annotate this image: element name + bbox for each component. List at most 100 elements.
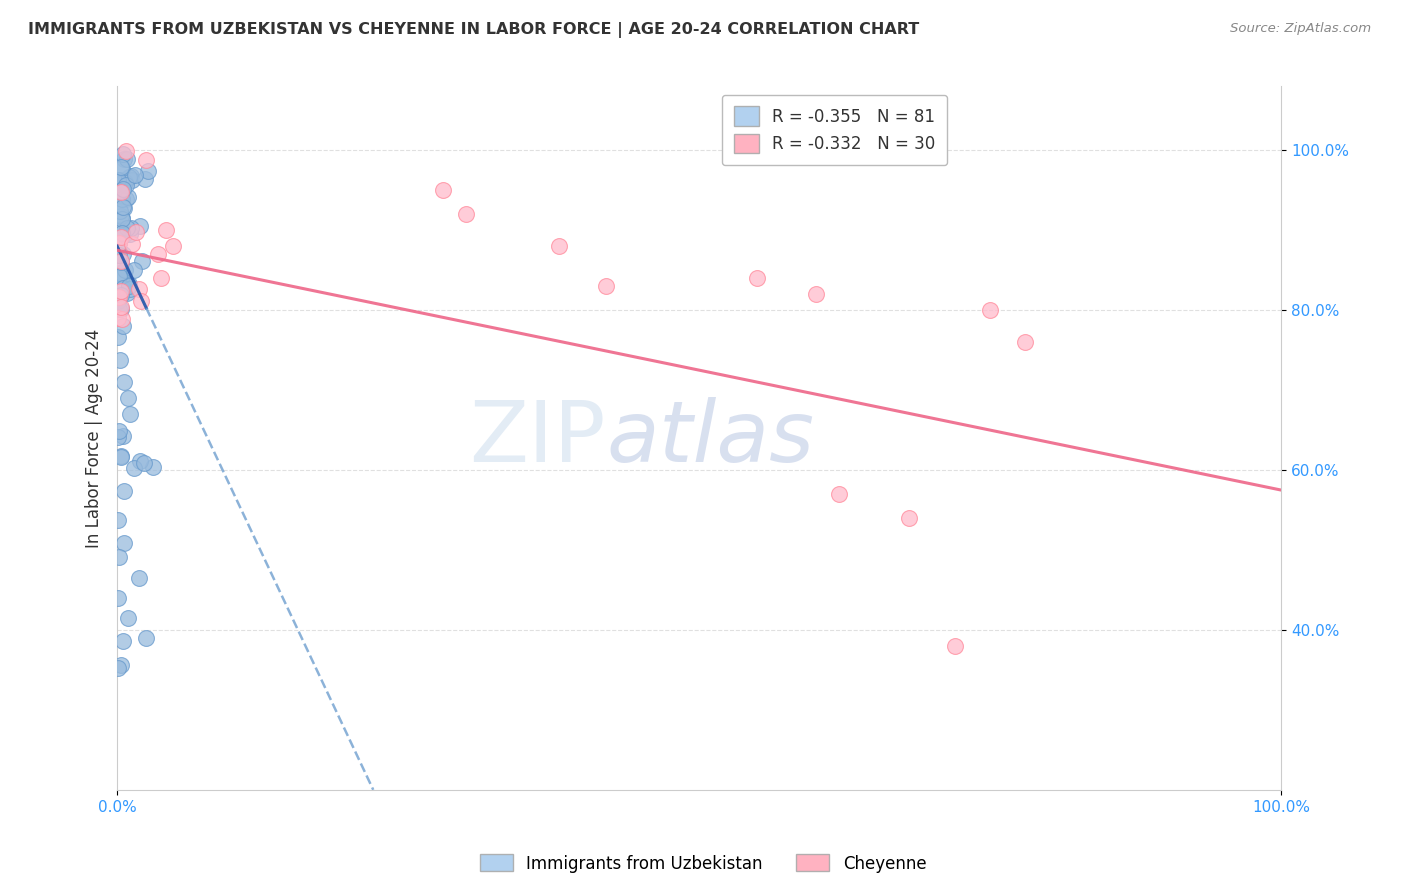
Point bbox=[111, 429, 134, 443]
Point bbox=[121, 172, 143, 186]
Point bbox=[129, 294, 152, 309]
Point bbox=[128, 219, 150, 233]
Point bbox=[114, 262, 136, 277]
Point bbox=[112, 147, 135, 161]
Point bbox=[107, 430, 129, 444]
Point bbox=[111, 226, 134, 240]
Point bbox=[110, 160, 132, 174]
Point bbox=[107, 512, 129, 526]
Point bbox=[135, 153, 157, 167]
Point bbox=[115, 152, 138, 166]
Point bbox=[110, 450, 132, 465]
Point bbox=[804, 287, 827, 301]
Point bbox=[112, 281, 135, 295]
Point bbox=[112, 201, 135, 215]
Point bbox=[108, 204, 131, 219]
Point bbox=[122, 461, 145, 475]
Point bbox=[112, 375, 135, 389]
Point bbox=[110, 300, 132, 314]
Legend: R = -0.355   N = 81, R = -0.332   N = 30: R = -0.355 N = 81, R = -0.332 N = 30 bbox=[721, 95, 946, 165]
Point bbox=[107, 660, 129, 674]
Point bbox=[111, 175, 134, 189]
Point bbox=[110, 284, 132, 298]
Point bbox=[108, 549, 131, 564]
Point bbox=[110, 266, 132, 280]
Point bbox=[150, 271, 173, 285]
Text: IMMIGRANTS FROM UZBEKISTAN VS CHEYENNE IN LABOR FORCE | AGE 20-24 CORRELATION CH: IMMIGRANTS FROM UZBEKISTAN VS CHEYENNE I… bbox=[28, 22, 920, 38]
Point bbox=[110, 229, 132, 244]
Point bbox=[108, 301, 131, 316]
Point bbox=[979, 303, 1001, 318]
Point bbox=[110, 176, 132, 190]
Point bbox=[108, 424, 131, 438]
Point bbox=[128, 571, 150, 585]
Point bbox=[120, 220, 142, 235]
Point bbox=[112, 535, 135, 549]
Point bbox=[107, 172, 129, 186]
Point bbox=[108, 281, 131, 295]
Point bbox=[108, 184, 131, 198]
Point bbox=[112, 633, 135, 648]
Point bbox=[111, 193, 134, 207]
Point bbox=[107, 268, 129, 283]
Point bbox=[112, 152, 135, 166]
Text: atlas: atlas bbox=[606, 397, 814, 480]
Point bbox=[112, 200, 135, 214]
Point bbox=[124, 168, 146, 182]
Point bbox=[110, 449, 132, 463]
Point bbox=[108, 235, 131, 250]
Point bbox=[117, 611, 139, 625]
Point bbox=[112, 227, 135, 242]
Point bbox=[112, 483, 135, 498]
Point bbox=[107, 310, 129, 325]
Text: ZIP: ZIP bbox=[470, 397, 606, 480]
Point bbox=[110, 301, 132, 316]
Point bbox=[107, 235, 129, 250]
Point bbox=[155, 223, 177, 237]
Point bbox=[111, 268, 134, 282]
Point bbox=[107, 294, 129, 309]
Point bbox=[120, 227, 142, 241]
Point bbox=[110, 186, 132, 200]
Point bbox=[118, 279, 141, 293]
Point bbox=[118, 407, 141, 421]
Legend: Immigrants from Uzbekistan, Cheyenne: Immigrants from Uzbekistan, Cheyenne bbox=[472, 847, 934, 880]
Point bbox=[111, 319, 134, 334]
Point bbox=[111, 212, 134, 227]
Point bbox=[118, 282, 141, 296]
Point bbox=[118, 170, 141, 185]
Point bbox=[118, 277, 141, 292]
Point bbox=[117, 391, 139, 405]
Point bbox=[146, 247, 169, 261]
Point bbox=[135, 631, 157, 645]
Point bbox=[108, 290, 131, 304]
Point bbox=[120, 169, 142, 183]
Point bbox=[1014, 335, 1036, 350]
Point bbox=[115, 221, 138, 235]
Point bbox=[134, 456, 156, 470]
Point bbox=[112, 247, 135, 261]
Point bbox=[111, 312, 134, 326]
Point bbox=[111, 182, 134, 196]
Point bbox=[114, 178, 136, 192]
Point bbox=[124, 263, 146, 277]
Point bbox=[110, 288, 132, 302]
Point bbox=[111, 161, 134, 176]
Point bbox=[138, 164, 160, 178]
Point bbox=[162, 239, 184, 253]
Point bbox=[134, 172, 156, 186]
Point bbox=[897, 511, 920, 525]
Point bbox=[115, 144, 138, 158]
Point bbox=[110, 255, 132, 269]
Point bbox=[595, 279, 617, 293]
Point bbox=[107, 248, 129, 262]
Point bbox=[432, 183, 454, 197]
Point bbox=[108, 353, 131, 368]
Point bbox=[114, 192, 136, 206]
Point bbox=[117, 286, 139, 301]
Point bbox=[110, 209, 132, 223]
Point bbox=[107, 591, 129, 606]
Point bbox=[131, 254, 153, 268]
Point bbox=[456, 207, 478, 221]
Point bbox=[128, 454, 150, 468]
